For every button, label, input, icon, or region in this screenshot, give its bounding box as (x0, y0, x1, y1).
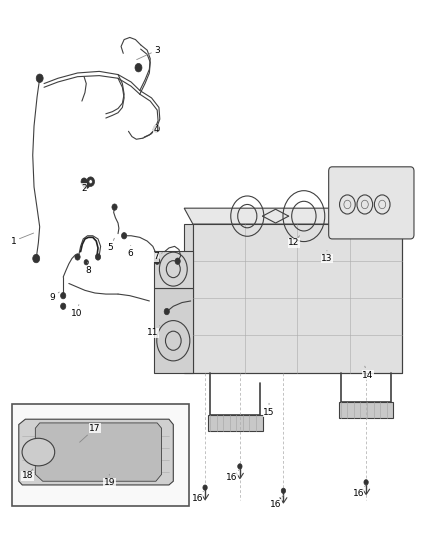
Circle shape (89, 180, 92, 184)
Circle shape (203, 485, 207, 490)
Text: 4: 4 (153, 125, 159, 134)
Circle shape (238, 464, 242, 469)
Circle shape (121, 232, 127, 239)
Text: 16: 16 (353, 485, 366, 498)
Polygon shape (193, 224, 402, 373)
Text: 11: 11 (147, 326, 159, 337)
Circle shape (155, 258, 160, 264)
Text: 15: 15 (263, 403, 275, 417)
Polygon shape (154, 251, 193, 288)
Text: 16: 16 (226, 469, 240, 482)
Ellipse shape (22, 438, 55, 466)
Circle shape (60, 293, 66, 299)
Circle shape (95, 254, 101, 260)
Circle shape (36, 74, 43, 83)
Text: 8: 8 (85, 262, 91, 275)
Text: 16: 16 (191, 491, 203, 503)
Circle shape (84, 260, 88, 265)
Polygon shape (184, 208, 402, 224)
Text: 1: 1 (11, 233, 34, 246)
Circle shape (83, 180, 90, 189)
Text: 13: 13 (321, 251, 333, 263)
Text: 14: 14 (362, 366, 374, 379)
Circle shape (153, 125, 159, 132)
Circle shape (155, 127, 158, 130)
Circle shape (164, 309, 170, 315)
Bar (12, 405, 188, 506)
Circle shape (87, 177, 95, 187)
FancyBboxPatch shape (328, 167, 414, 239)
Circle shape (281, 488, 286, 494)
Text: 6: 6 (127, 245, 133, 258)
Polygon shape (35, 423, 162, 481)
Circle shape (364, 480, 368, 485)
Text: 2: 2 (81, 183, 89, 192)
Polygon shape (19, 419, 173, 485)
Circle shape (33, 254, 40, 263)
Circle shape (135, 63, 142, 72)
Polygon shape (208, 415, 262, 431)
Text: 19: 19 (103, 474, 115, 487)
Circle shape (107, 466, 112, 472)
Text: 5: 5 (107, 238, 114, 253)
Circle shape (60, 303, 66, 310)
Text: 17: 17 (80, 424, 101, 442)
Text: 12: 12 (288, 236, 300, 247)
Circle shape (112, 461, 116, 465)
Text: 3: 3 (137, 46, 160, 60)
Circle shape (175, 258, 180, 264)
Polygon shape (184, 224, 193, 373)
Text: 18: 18 (22, 469, 33, 480)
Circle shape (116, 466, 120, 472)
Polygon shape (154, 288, 193, 373)
Text: 9: 9 (50, 292, 59, 302)
Circle shape (75, 254, 80, 260)
Circle shape (81, 178, 87, 185)
Circle shape (112, 204, 117, 211)
Text: 16: 16 (270, 496, 283, 508)
Text: 10: 10 (71, 305, 82, 318)
Polygon shape (339, 402, 393, 418)
Text: 7: 7 (153, 253, 162, 262)
